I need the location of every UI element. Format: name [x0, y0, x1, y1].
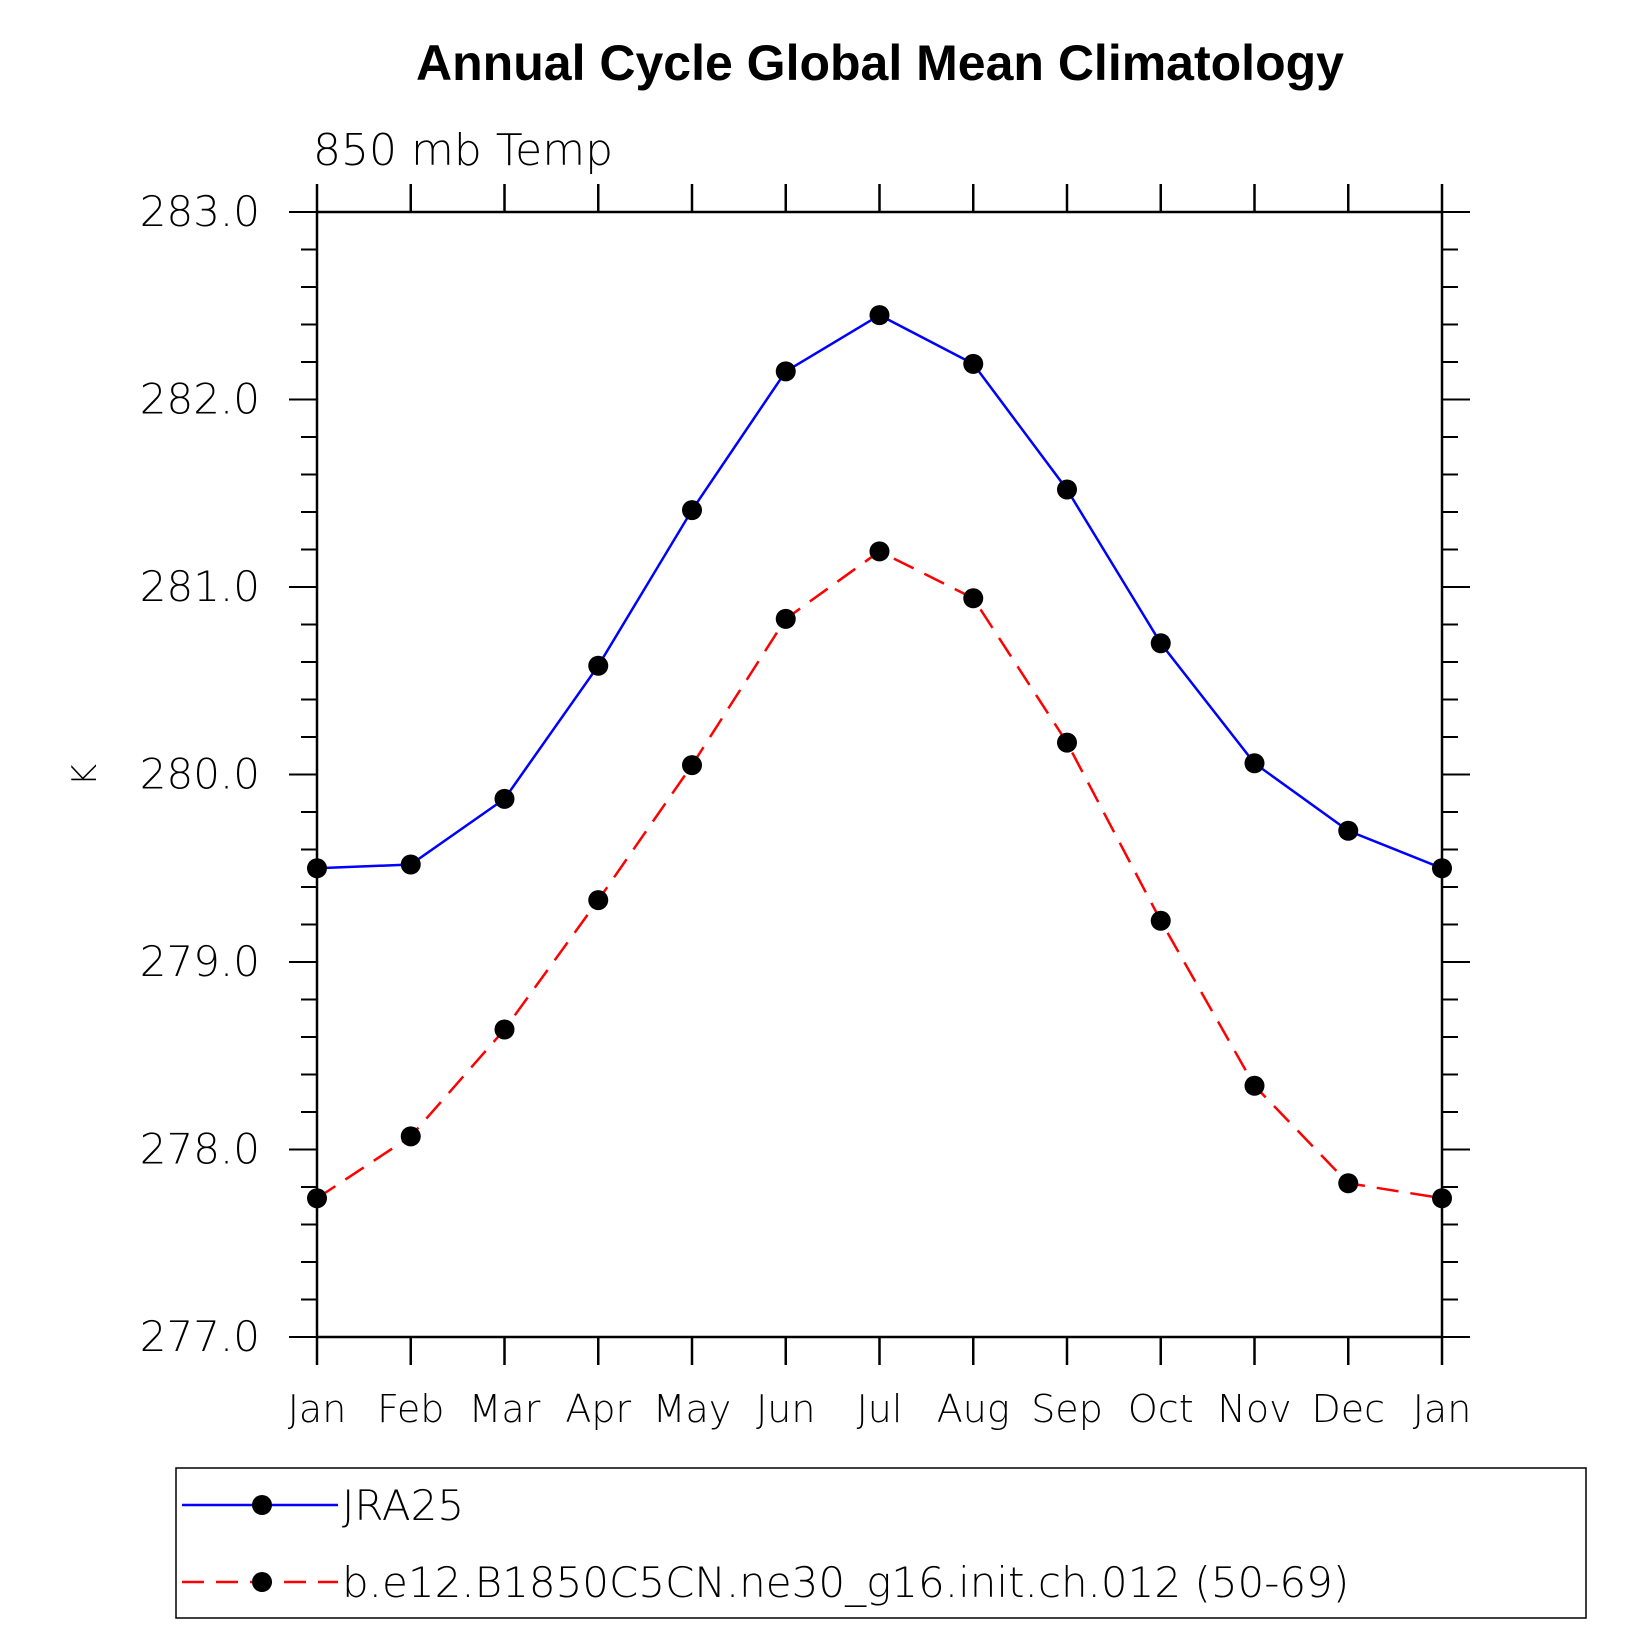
chart-title: Annual Cycle Global Mean Climatology	[416, 35, 1344, 91]
y-tick-label: 281.0	[140, 562, 260, 611]
data-point-series-1	[1057, 732, 1077, 753]
x-tick-label: Sep	[1031, 1387, 1103, 1431]
data-point-series-1	[869, 541, 890, 562]
data-point-series-0	[494, 788, 515, 809]
data-point-series-0	[588, 655, 609, 676]
x-tick-label: Jan	[288, 1387, 347, 1431]
data-point-series-1	[1338, 1173, 1359, 1194]
data-point-series-0	[775, 361, 796, 382]
data-point-series-1	[400, 1126, 421, 1147]
legend-box	[175, 1467, 1587, 1619]
series-lines	[316, 313, 1443, 1200]
legend-label-1: b.e12.B1850C5CN.ne30_g16.init.ch.012 (50…	[342, 1558, 1349, 1607]
x-tick-label: Dec	[1311, 1387, 1385, 1431]
x-tick-label: Jul	[857, 1387, 903, 1431]
x-tick-label: Aug	[937, 1387, 1010, 1431]
data-point-series-1	[775, 608, 796, 629]
legend-label-0: JRA25	[342, 1481, 464, 1530]
y-tick-label: 278.0	[140, 1125, 260, 1174]
data-point-series-1	[1150, 910, 1171, 931]
data-point-series-0	[1432, 858, 1452, 879]
chart-subtitle: 850 mb Temp	[313, 125, 613, 176]
x-tick-label: Feb	[377, 1387, 444, 1431]
data-point-series-1	[682, 755, 702, 776]
x-tick-label: Nov	[1217, 1387, 1291, 1431]
data-point-series-1	[1244, 1075, 1265, 1096]
data-point-series-0	[1338, 820, 1359, 841]
data-point-series-0	[963, 353, 984, 374]
y-tick-label: 277.0	[140, 1312, 260, 1361]
legend: JRA25 b.e12.B1850C5CN.ne30_g16.init.ch.01…	[175, 1467, 1587, 1619]
legend-marker-1	[252, 1572, 272, 1592]
y-tick-label: 279.0	[140, 937, 260, 986]
y-tick-label: 280.0	[140, 750, 260, 799]
x-tick-label: May	[653, 1387, 732, 1431]
data-point-series-1	[588, 890, 609, 911]
data-point-series-1	[494, 1019, 515, 1040]
x-tick-label: Apr	[565, 1387, 631, 1431]
data-point-series-0	[1244, 753, 1265, 774]
data-point-series-1	[963, 588, 984, 609]
series-line-0	[316, 313, 1443, 870]
legend-items: JRA25 b.e12.B1850C5CN.ne30_g16.init.ch.01…	[182, 1481, 1349, 1607]
data-point-series-0	[682, 500, 702, 521]
axis-ticks	[289, 184, 1470, 1365]
series-points	[307, 305, 1452, 1209]
x-tick-label: Jun	[756, 1387, 815, 1431]
y-tick-label: 282.0	[140, 375, 260, 424]
data-point-series-0	[869, 305, 890, 326]
series-line-1	[316, 549, 1443, 1200]
data-point-series-0	[307, 858, 327, 879]
y-tick-label: 283.0	[140, 187, 260, 236]
data-point-series-0	[1150, 633, 1171, 654]
x-tick-label: Mar	[469, 1387, 541, 1431]
data-point-series-0	[1057, 479, 1077, 500]
plot-frame	[315, 210, 1444, 1339]
data-point-series-1	[307, 1188, 327, 1209]
legend-marker-0	[252, 1495, 272, 1515]
data-point-series-1	[1432, 1188, 1452, 1209]
y-axis-label: K	[65, 764, 105, 786]
x-tick-label: Jan	[1413, 1387, 1472, 1431]
data-point-series-0	[400, 854, 421, 875]
x-tick-label: Oct	[1128, 1387, 1194, 1431]
axis-tick-labels: Jan Feb Mar Apr May Jun Jul Aug Sep Oct Nov Dec Jan 2…	[140, 187, 1472, 1431]
